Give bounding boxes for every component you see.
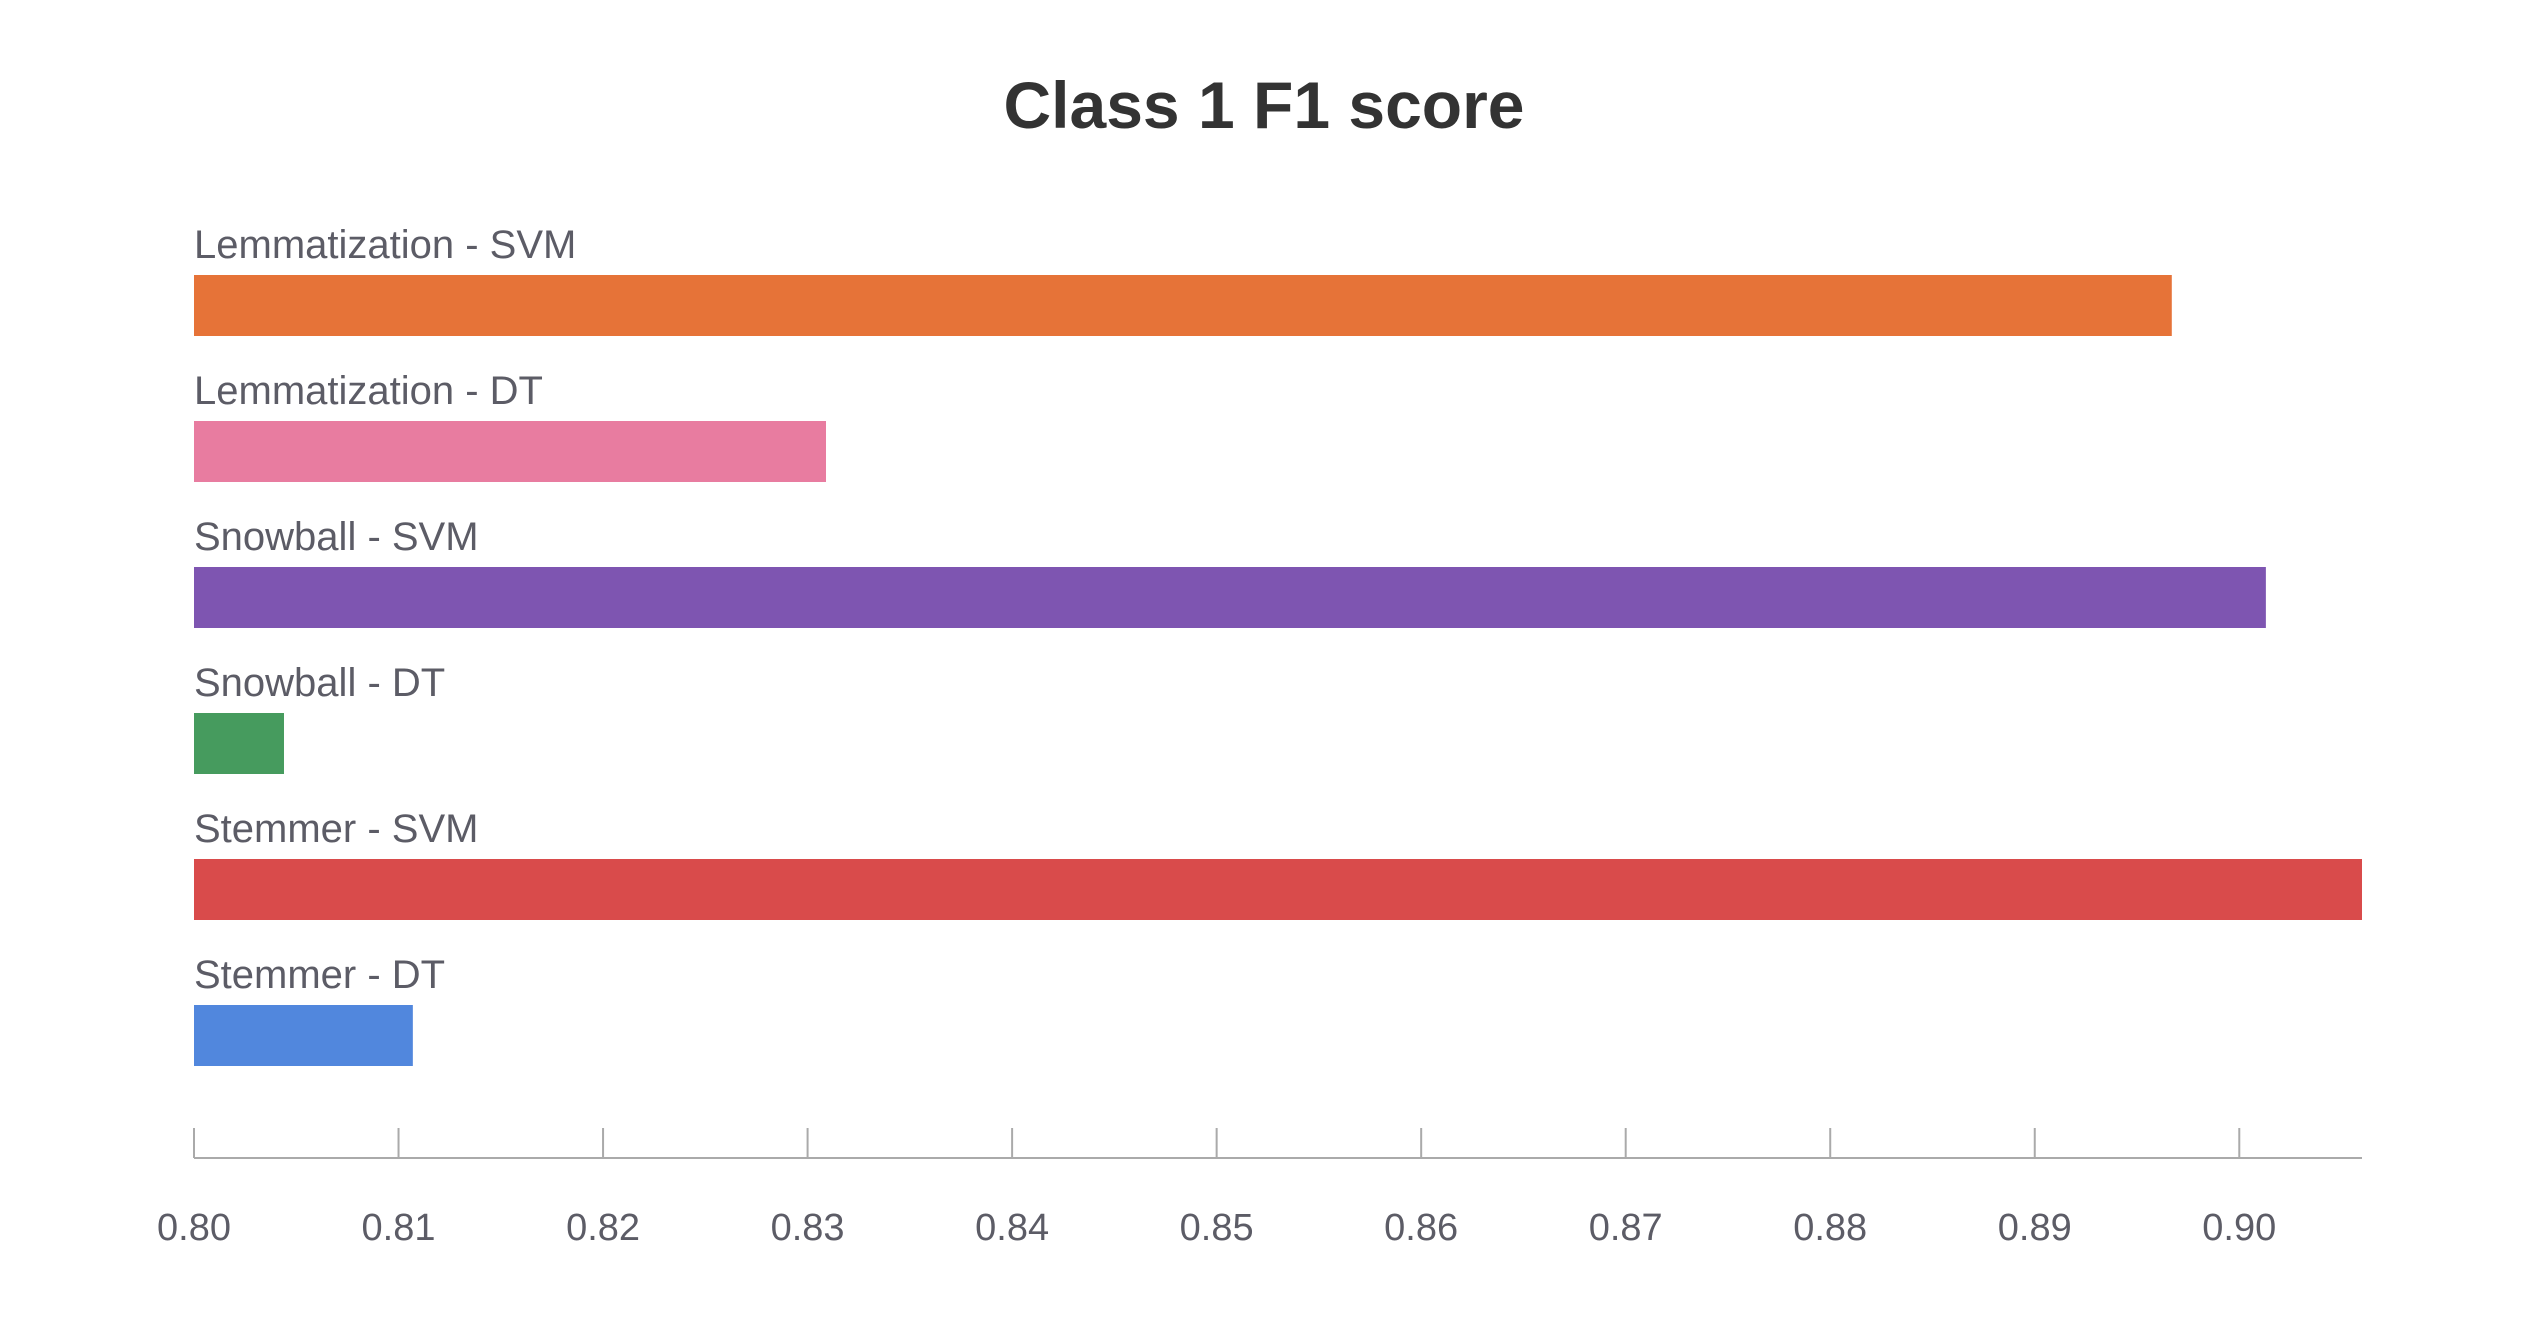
x-tick-label: 0.80 bbox=[157, 1207, 231, 1249]
x-tick-label: 0.86 bbox=[1384, 1207, 1458, 1249]
bars-layer: Lemmatization - SVM Lemmatization - DT Sno… bbox=[194, 223, 2362, 1066]
x-axis: 0.80 0.81 0.82 0.83 0.84 0.85 0.86 0.87 0.88 0.89… bbox=[157, 1128, 2362, 1249]
bar-label: Lemmatization - DT bbox=[194, 369, 543, 413]
bar[interactable] bbox=[194, 421, 826, 482]
x-tick-label: 0.88 bbox=[1793, 1207, 1867, 1249]
x-tick-label: 0.82 bbox=[566, 1207, 640, 1249]
chart-title: Class 1 F1 score bbox=[1004, 68, 1525, 142]
x-tick-label: 0.89 bbox=[1998, 1207, 2072, 1249]
bar-label: Stemmer - SVM bbox=[194, 807, 478, 851]
x-tick-label: 0.84 bbox=[975, 1207, 1049, 1249]
bar-label: Lemmatization - SVM bbox=[194, 223, 576, 267]
bar-label: Stemmer - DT bbox=[194, 953, 445, 997]
bar-label: Snowball - SVM bbox=[194, 515, 479, 559]
x-tick-label: 0.87 bbox=[1589, 1207, 1663, 1249]
bar-label: Snowball - DT bbox=[194, 661, 445, 705]
bar[interactable] bbox=[194, 567, 2266, 628]
bar[interactable] bbox=[194, 275, 2172, 336]
x-tick-label: 0.85 bbox=[1180, 1207, 1254, 1249]
x-tick-label: 0.83 bbox=[771, 1207, 845, 1249]
x-tick-label: 0.90 bbox=[2202, 1207, 2276, 1249]
bar[interactable] bbox=[194, 859, 2362, 920]
bar[interactable] bbox=[194, 713, 284, 774]
x-tick-label: 0.81 bbox=[362, 1207, 436, 1249]
bar[interactable] bbox=[194, 1005, 413, 1066]
